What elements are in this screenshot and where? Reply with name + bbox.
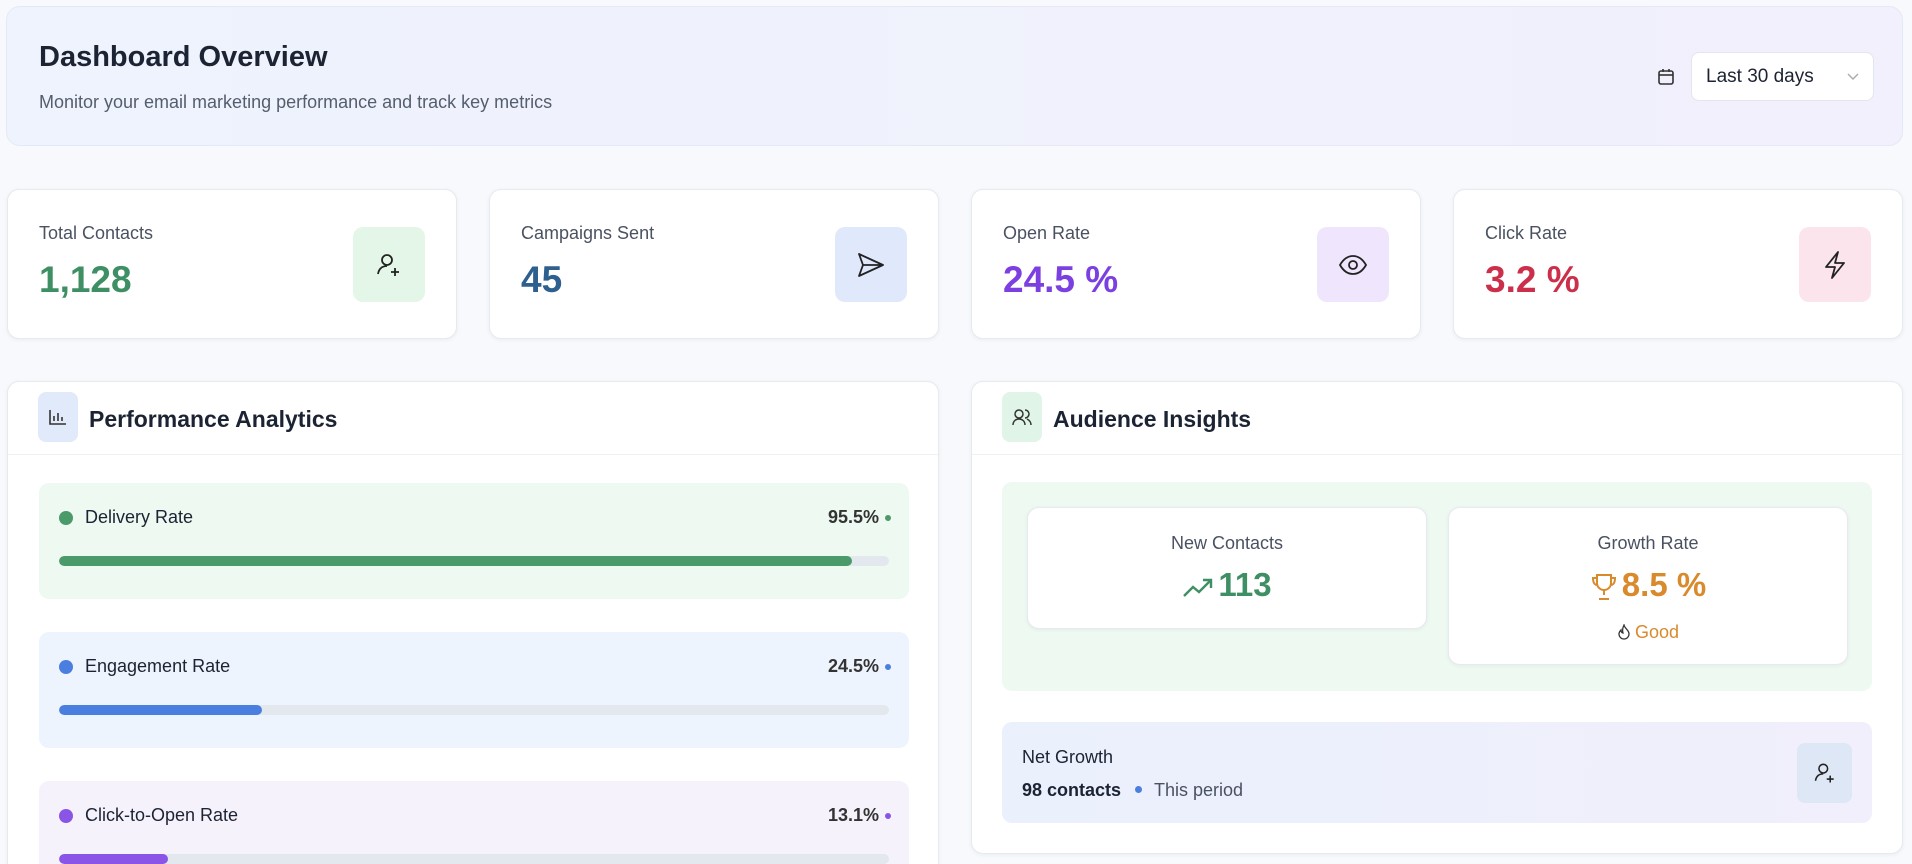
metric-box: Engagement Rate 24.5% xyxy=(39,632,909,748)
page-subtitle: Monitor your email marketing performance… xyxy=(39,92,553,112)
stat-value: 45 xyxy=(521,259,563,300)
new-contacts-card: New Contacts 113 xyxy=(1027,507,1427,629)
stat-icon xyxy=(353,227,425,302)
stat-label: Click Rate xyxy=(1485,223,1568,243)
metric-box: Delivery Rate 95.5% xyxy=(39,483,909,599)
stat-icon xyxy=(1317,227,1389,302)
insight-area: New Contacts 113 Growth Rate 8.5 % Good xyxy=(1002,482,1872,691)
audience-panel: Audience Insights New Contacts 113 Growt… xyxy=(971,381,1903,854)
progress-fill xyxy=(59,854,168,864)
stat-label: Campaigns Sent xyxy=(521,223,655,243)
metric-dot xyxy=(59,511,73,525)
net-growth-label: Net Growth xyxy=(1022,747,1114,767)
card-label: New Contacts xyxy=(1170,533,1284,553)
status: Good xyxy=(1449,622,1847,643)
panel-title: Performance Analytics xyxy=(89,406,338,432)
date-range-select[interactable]: Last 30 days xyxy=(1691,52,1874,101)
divider xyxy=(8,454,938,455)
trophy-icon xyxy=(1591,574,1616,601)
performance-panel: Performance Analytics Delivery Rate 95.5%… xyxy=(7,381,939,864)
metric-label: Delivery Rate xyxy=(85,507,194,527)
net-growth-value: 98 contacts xyxy=(1022,780,1122,800)
panel-title: Audience Insights xyxy=(1053,406,1252,432)
metric-value: 24.5% xyxy=(827,656,879,676)
card-value: 113 xyxy=(1028,566,1426,604)
card-value: 8.5 % xyxy=(1449,566,1847,604)
page-title: Dashboard Overview xyxy=(39,41,328,73)
stat-label: Total Contacts xyxy=(39,223,154,243)
panel-icon xyxy=(38,392,78,442)
metric-value: 95.5% xyxy=(827,507,879,527)
dot xyxy=(1135,786,1142,793)
metric-label: Click-to-Open Rate xyxy=(85,805,239,825)
panel-icon xyxy=(1002,392,1042,442)
metric-dot xyxy=(885,515,891,521)
growth-rate-card: Growth Rate 8.5 % Good xyxy=(1448,507,1848,665)
metric-dot xyxy=(59,809,73,823)
flame-icon xyxy=(1618,623,1630,640)
calendar-icon xyxy=(1658,69,1674,85)
stat-card: Total Contacts 1,128 xyxy=(7,189,457,339)
trend-icon xyxy=(1183,579,1213,598)
header: Dashboard Overview Monitor your email ma… xyxy=(6,6,1903,146)
stat-card: Click Rate 3.2 % xyxy=(1453,189,1903,339)
new-contacts-value: 113 xyxy=(1218,566,1272,603)
stat-value: 24.5 % xyxy=(1003,259,1119,300)
stat-card: Open Rate 24.5 % xyxy=(971,189,1421,339)
progress-fill xyxy=(59,705,263,715)
stat-icon xyxy=(1799,227,1871,302)
progress-track xyxy=(59,556,889,566)
progress-track xyxy=(59,854,889,864)
progress-track xyxy=(59,705,889,715)
metric-dot xyxy=(885,664,891,670)
stat-label: Open Rate xyxy=(1003,223,1091,243)
stat-value: 1,128 xyxy=(39,259,132,300)
metric-dot xyxy=(885,813,891,819)
progress-fill xyxy=(59,556,852,566)
divider xyxy=(972,454,1902,455)
status-text: Good xyxy=(1634,622,1680,642)
stat-card: Campaigns Sent 45 xyxy=(489,189,939,339)
metric-value: 13.1% xyxy=(827,805,879,825)
growth-rate-value: 8.5 % xyxy=(1621,566,1707,603)
metric-label: Engagement Rate xyxy=(85,656,231,676)
net-growth-icon xyxy=(1797,743,1852,803)
metric-dot xyxy=(59,660,73,674)
net-growth-period: This period xyxy=(1154,780,1244,800)
net-growth: Net Growth 98 contacts This period xyxy=(1002,722,1872,823)
stat-icon xyxy=(835,227,907,302)
chevron-icon xyxy=(1847,73,1859,80)
metric-box: Click-to-Open Rate 13.1% xyxy=(39,781,909,864)
stat-value: 3.2 % xyxy=(1485,259,1580,300)
card-label: Growth Rate xyxy=(1597,533,1699,553)
date-range-text: Last 30 days xyxy=(1706,66,1814,87)
